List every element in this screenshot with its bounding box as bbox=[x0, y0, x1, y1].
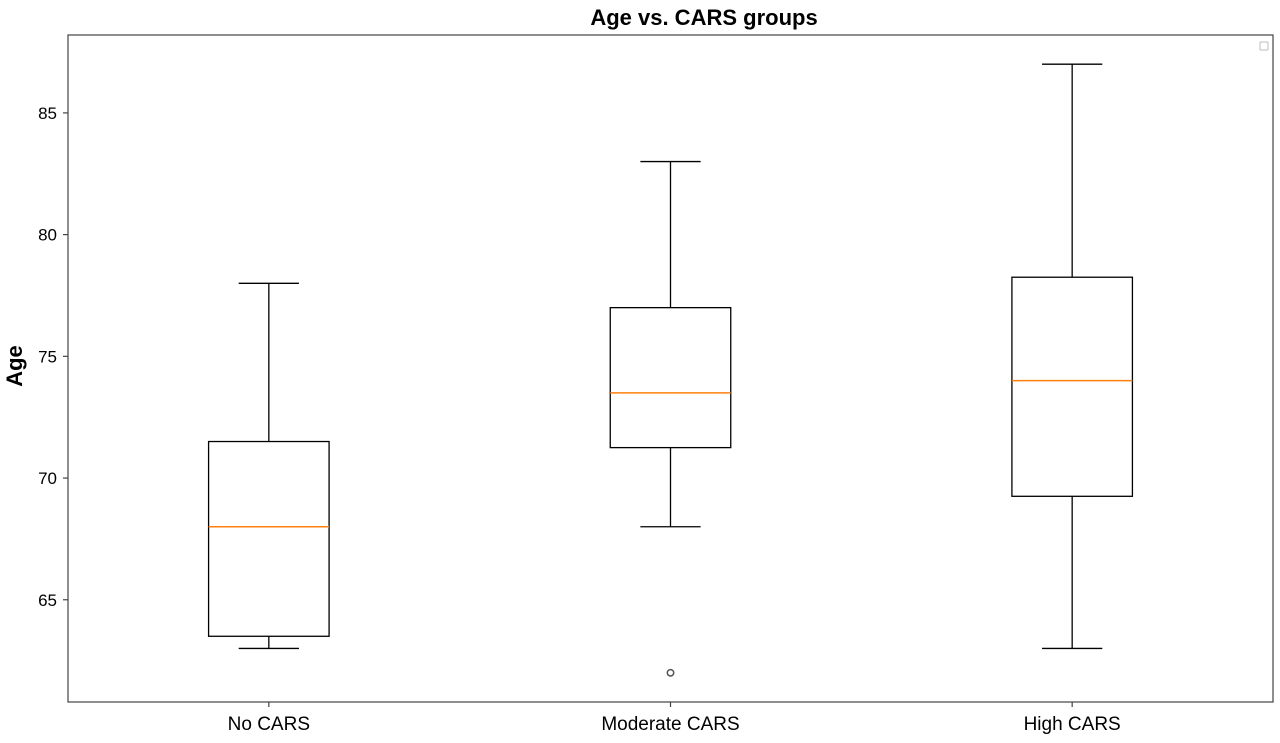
plot-frame bbox=[67, 34, 1274, 703]
y-tick-label: 85 bbox=[38, 104, 57, 123]
y-tick-label: 80 bbox=[38, 226, 57, 245]
box-group bbox=[207, 282, 330, 650]
box-body bbox=[207, 440, 330, 637]
x-axis-ticks: No CARS Moderate CARS High CARS bbox=[228, 702, 1121, 735]
y-axis-ticks: 65 70 75 80 85 bbox=[38, 104, 68, 610]
x-tick-label: Moderate CARS bbox=[601, 714, 739, 735]
legend-box bbox=[1259, 41, 1269, 51]
box-body bbox=[609, 306, 732, 449]
y-tick-label: 75 bbox=[38, 347, 57, 366]
outlier-point bbox=[666, 668, 675, 677]
y-tick-label: 70 bbox=[38, 469, 57, 488]
box-series bbox=[207, 63, 1134, 677]
y-axis-label: Age bbox=[2, 345, 27, 387]
x-tick-label: High CARS bbox=[1024, 714, 1121, 735]
box-body bbox=[1011, 276, 1134, 497]
y-tick-label: 65 bbox=[38, 591, 57, 610]
x-tick-label: No CARS bbox=[228, 714, 310, 735]
chart-title: Age vs. CARS groups bbox=[590, 5, 817, 30]
box-group bbox=[1011, 63, 1134, 650]
box-group bbox=[609, 160, 732, 677]
